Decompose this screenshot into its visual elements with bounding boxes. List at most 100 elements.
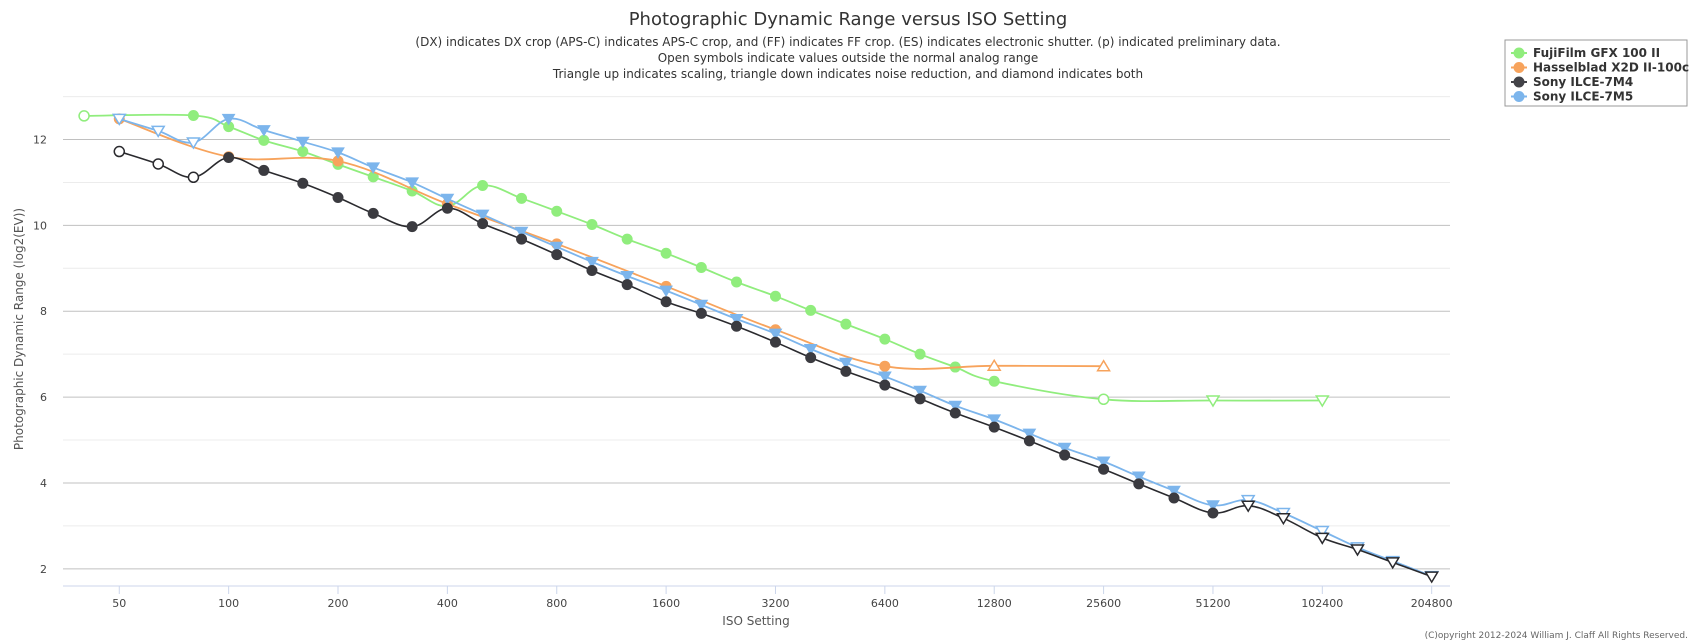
data-point <box>1276 512 1291 526</box>
data-point <box>768 328 783 341</box>
y-axis-ticks: 2 4 6 8 10 12 <box>33 134 47 576</box>
data-point <box>477 179 489 191</box>
x-tick-label: 800 <box>546 597 567 610</box>
data-point <box>551 205 563 217</box>
data-point <box>988 421 1000 433</box>
x-tick-label: 51200 <box>1195 597 1230 610</box>
data-point <box>586 219 598 231</box>
chart-subtitle-line-1: (DX) indicates DX crop (APS-C) indicates… <box>415 35 1280 49</box>
legend-item: Sony ILCE-7M5 <box>1511 90 1633 104</box>
data-point <box>769 336 781 348</box>
data-point <box>257 125 271 137</box>
data-point <box>1023 435 1035 447</box>
data-point <box>879 360 891 372</box>
legend-item: Sony ILCE-7M4 <box>1511 75 1633 89</box>
data-point <box>879 379 891 391</box>
x-tick-label: 100 <box>218 597 239 610</box>
data-point <box>694 299 709 312</box>
data-point <box>879 333 891 345</box>
data-point <box>331 147 345 159</box>
data-point <box>1022 428 1037 441</box>
data-point <box>1133 478 1145 490</box>
data-point <box>805 304 817 316</box>
data-point <box>660 247 672 259</box>
data-point <box>1350 544 1365 557</box>
data-point <box>223 152 235 164</box>
data-point <box>620 271 635 283</box>
data-point <box>516 233 528 245</box>
credits: (C)opyright 2012-2024 William J. Claff A… <box>1425 631 1688 641</box>
x-tick-label: 400 <box>437 597 458 610</box>
plot-grid <box>63 96 1450 570</box>
data-point <box>1167 485 1181 498</box>
data-point <box>332 191 344 203</box>
data-point <box>1057 442 1072 455</box>
data-point <box>475 209 490 222</box>
data-point <box>1424 571 1440 584</box>
y-tick-label: 4 <box>40 477 47 490</box>
data-point <box>441 202 453 214</box>
data-point <box>477 218 489 230</box>
data-point <box>659 285 673 298</box>
data-point <box>840 365 852 377</box>
chart-title: Photographic Dynamic Range versus ISO Se… <box>629 9 1068 30</box>
data-point <box>621 233 633 245</box>
data-point <box>1314 525 1330 538</box>
data-point <box>949 407 961 419</box>
data-point <box>1096 456 1111 468</box>
data-point <box>839 357 853 370</box>
data-point <box>549 241 564 254</box>
data-point <box>367 207 379 219</box>
y-tick-label: 12 <box>33 134 47 147</box>
data-point <box>1096 359 1111 372</box>
data-point <box>221 113 236 126</box>
legend-item: Hasselblad X2D II-100c <box>1511 61 1689 75</box>
legend-swatch-marker <box>1513 47 1525 59</box>
data-point <box>986 358 1002 372</box>
data-point <box>805 352 817 364</box>
data-point <box>621 279 633 291</box>
x-tick-label: 3200 <box>761 597 789 610</box>
data-point <box>1097 393 1110 405</box>
series-sony-ilce-7m5 <box>111 113 1440 584</box>
y-axis-label: Photographic Dynamic Range (log2(EV)) <box>12 208 26 450</box>
data-point <box>440 193 455 206</box>
data-point <box>1131 471 1146 483</box>
data-point <box>988 375 1000 387</box>
data-point <box>769 290 781 302</box>
x-tick-label: 204800 <box>1411 597 1453 610</box>
data-point <box>840 318 852 330</box>
y-tick-label: 10 <box>33 219 47 232</box>
series-hasselblad-x2d-ii-100c <box>113 113 1111 372</box>
data-point <box>152 158 164 170</box>
data-point <box>1059 449 1071 461</box>
chart-subtitle-line-2: Open symbols indicate values outside the… <box>658 51 1039 65</box>
data-point <box>1314 532 1330 545</box>
data-point <box>187 171 200 184</box>
data-point <box>1385 557 1401 570</box>
data-point <box>1206 500 1220 512</box>
data-point <box>1098 463 1110 475</box>
series-line <box>119 150 1432 578</box>
x-axis-label: ISO Setting <box>722 614 789 628</box>
x-tick-label: 25600 <box>1086 597 1121 610</box>
data-point <box>948 400 963 413</box>
series-fujifilm-gfx-100-ii <box>78 109 1330 408</box>
data-point <box>913 385 927 398</box>
data-point <box>551 249 563 261</box>
data-point <box>113 145 126 158</box>
data-point <box>987 414 1002 426</box>
data-point <box>258 164 270 176</box>
data-point <box>695 261 707 273</box>
x-tick-label: 6400 <box>871 597 899 610</box>
series-layer <box>78 109 1440 584</box>
data-point <box>1168 492 1180 504</box>
legend-swatch-marker <box>1513 91 1525 102</box>
data-point <box>1207 507 1219 519</box>
data-point <box>731 276 743 288</box>
data-point <box>186 137 201 150</box>
x-tick-label: 1600 <box>652 597 680 610</box>
chart-subtitle-line-3: Triangle up indicates scaling, triangle … <box>552 67 1143 81</box>
